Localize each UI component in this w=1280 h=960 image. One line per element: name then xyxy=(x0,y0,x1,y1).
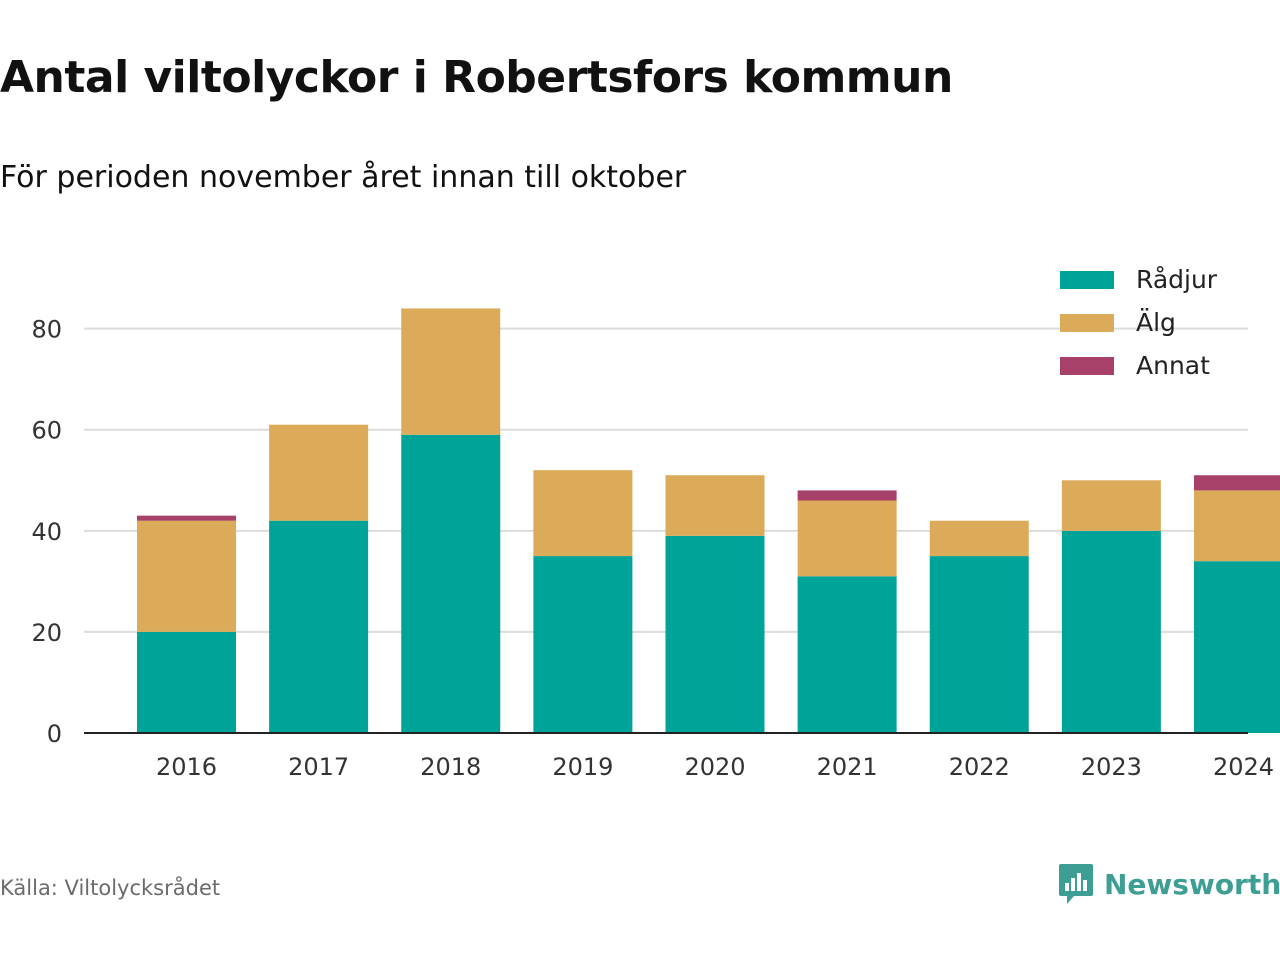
y-tick-label-80: 80 xyxy=(31,316,62,344)
legend-swatch-alg xyxy=(1060,313,1114,332)
y-tick-label-0: 0 xyxy=(47,720,62,748)
bar-rådjur-2023 xyxy=(1061,530,1161,733)
chart-subtitle: För perioden november året innan till ok… xyxy=(0,160,687,195)
bar-älg-2020 xyxy=(665,475,765,536)
bar-älg-2021 xyxy=(797,500,897,577)
bar-rådjur-2024 xyxy=(1194,561,1280,733)
x-tick-label-2018: 2018 xyxy=(420,753,481,781)
x-tick-label-2019: 2019 xyxy=(552,753,613,781)
y-tick-label-60: 60 xyxy=(31,417,62,445)
legend-label-alg: Älg xyxy=(1136,308,1176,337)
bar-rådjur-2018 xyxy=(401,434,501,733)
x-tick-label-2017: 2017 xyxy=(288,753,349,781)
x-tick-label-2024: 2024 xyxy=(1213,753,1274,781)
legend-label-annat: Annat xyxy=(1136,351,1210,380)
bar-annat-2021 xyxy=(797,490,897,501)
x-tick-label-2023: 2023 xyxy=(1081,753,1142,781)
legend-label-radjur: Rådjur xyxy=(1136,265,1218,294)
bar-rådjur-2022 xyxy=(929,556,1029,733)
brand-name: Newsworthy xyxy=(1104,867,1280,901)
bar-älg-2017 xyxy=(269,424,369,521)
bar-rådjur-2019 xyxy=(533,556,633,733)
y-tick-label-20: 20 xyxy=(31,619,62,647)
x-tick-label-2021: 2021 xyxy=(817,753,878,781)
legend-item-alg[interactable]: Älg xyxy=(1060,301,1217,344)
bar-älg-2024 xyxy=(1194,490,1280,562)
bar-annat-2024 xyxy=(1194,475,1280,491)
bar-älg-2019 xyxy=(533,470,633,557)
legend: Rådjur Älg Annat xyxy=(1060,258,1217,387)
legend-swatch-radjur xyxy=(1060,270,1114,289)
bar-älg-2016 xyxy=(137,520,236,632)
y-tick-label-40: 40 xyxy=(31,518,62,546)
source-note: Källa: Viltolycksrådet xyxy=(0,876,221,900)
axes: 0 20 40 60 80 2016 2017 2018 2019 2020 2021 2022 202… xyxy=(31,316,1274,781)
bars xyxy=(137,308,1280,733)
bar-rådjur-2020 xyxy=(665,535,765,733)
x-tick-label-2016: 2016 xyxy=(156,753,217,781)
newsworthy-logo-icon xyxy=(1059,864,1093,904)
bar-älg-2023 xyxy=(1061,480,1161,531)
legend-swatch-annat xyxy=(1060,356,1114,375)
legend-item-annat[interactable]: Annat xyxy=(1060,344,1217,387)
x-tick-label-2022: 2022 xyxy=(949,753,1010,781)
chart-title: Antal viltolyckor i Robertsfors kommun xyxy=(0,52,953,103)
legend-item-radjur[interactable]: Rådjur xyxy=(1060,258,1217,301)
bar-rådjur-2017 xyxy=(269,520,369,733)
bar-annat-2016 xyxy=(137,515,236,521)
x-tick-label-2020: 2020 xyxy=(684,753,745,781)
brand[interactable]: Newsworthy xyxy=(1058,862,1280,906)
bar-rådjur-2021 xyxy=(797,576,897,733)
bar-rådjur-2016 xyxy=(137,631,236,733)
bar-älg-2022 xyxy=(929,520,1029,557)
bar-älg-2018 xyxy=(401,308,501,435)
